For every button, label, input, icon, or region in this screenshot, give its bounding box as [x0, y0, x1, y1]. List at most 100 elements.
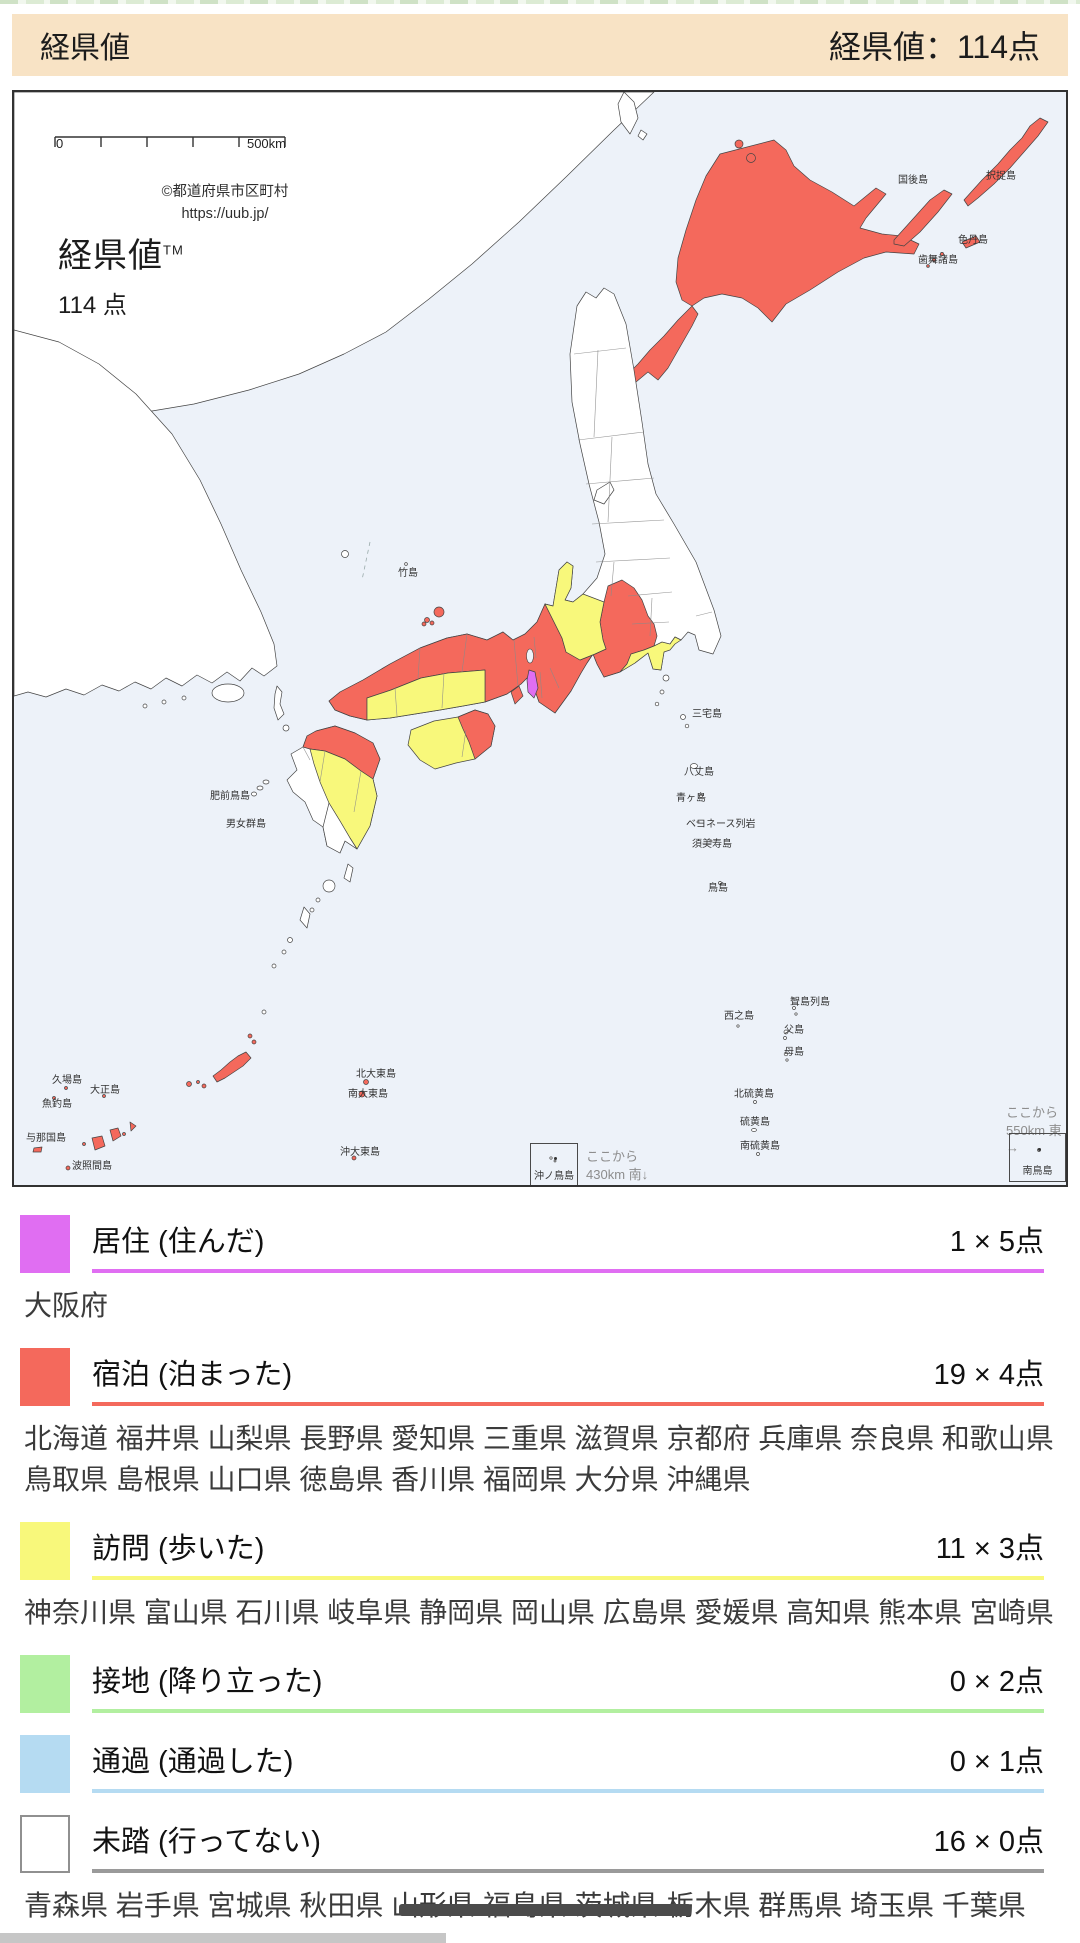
tsushima [273, 685, 285, 721]
legend-row-points: 1 × 5点 [949, 1226, 1044, 1258]
prefecture-list: 北海道 福井県 山梨県 長野県 愛知県 三重県 滋賀県 京都府 兵庫県 奈良県 … [24, 1423, 1054, 1495]
japan-map[interactable]: 0 500km ©都道府県市区町村 https://uub.jp/ 経県値TM … [12, 90, 1068, 1187]
inner-scrollbar-thumb[interactable] [399, 1904, 691, 1916]
legend: 居住 (住んだ) 1 × 5点大阪府宿泊 (泊まった) 19 × 4点北海道 福井県… [14, 1215, 1066, 1926]
hahajima [783, 1051, 789, 1057]
lake-biwa [526, 648, 534, 664]
legend-row-label: 未踏 (行ってない) [92, 1826, 321, 1858]
legend-row-points: 16 × 0点 [933, 1826, 1044, 1858]
legend-row-label: 居住 (住んだ) [92, 1226, 265, 1258]
island-label: 北硫黄島 [734, 1089, 774, 1100]
island-label: 母島 [784, 1047, 804, 1058]
legend-row-underline [92, 1789, 1044, 1793]
total-score: 経県値：114点 [828, 29, 1040, 65]
island-label: 聟島列島 [790, 997, 830, 1008]
sakhalin [617, 92, 639, 135]
legend-color-swatch [20, 1815, 70, 1873]
map-inset-box: 沖ノ鳥島 [530, 1143, 578, 1185]
ulleungdo [341, 550, 349, 558]
app-title: 経県値 [40, 32, 130, 65]
takeshima [404, 562, 408, 566]
legend-row-points: 11 × 3点 [935, 1533, 1044, 1565]
legend-row-points: 0 × 1点 [949, 1746, 1044, 1778]
okidaito [351, 1155, 357, 1161]
inset-island-dot [554, 1156, 557, 1160]
kerama [201, 1083, 207, 1089]
legend-row-underline [92, 1709, 1044, 1713]
shikotan [961, 235, 981, 249]
island-label: 鳥島 [708, 883, 728, 894]
page-hscrollbar-thumb[interactable] [0, 1933, 446, 1943]
taisho [102, 1094, 106, 1098]
awaji-island [510, 685, 524, 705]
kitadaito [363, 1079, 369, 1085]
island-label: 八丈島 [684, 767, 714, 778]
kunashiri [893, 189, 953, 247]
miyako [129, 1121, 137, 1132]
iriomote [91, 1135, 106, 1151]
island-label: ベヨネース列岩 [686, 819, 756, 830]
map-title-block: 経県値TM 114 点 [58, 228, 184, 320]
island-label: 西之島 [724, 1011, 754, 1022]
legend-color-swatch [20, 1522, 70, 1580]
island-label: 歯舞諸島 [918, 255, 958, 266]
legend-row-underline [92, 1402, 1044, 1406]
legend-row-points: 19 × 4点 [933, 1359, 1044, 1391]
legend-row-underline [92, 1269, 1044, 1273]
legend-row-points: 0 × 2点 [949, 1666, 1044, 1698]
uotsuri [52, 1096, 56, 1100]
island-label: 魚釣島 [42, 1099, 72, 1110]
kume [186, 1081, 192, 1087]
amami-oshima [299, 906, 311, 929]
map-title: 経県値 [58, 237, 163, 275]
osaka-region [526, 669, 539, 699]
island-label: 大正島 [90, 1085, 120, 1096]
iki-island [282, 724, 290, 732]
island-label: 沖大東島 [340, 1147, 380, 1158]
legend-row-label: 宿泊 (泊まった) [92, 1359, 293, 1391]
tanegashima [343, 863, 354, 883]
okinawa-main [212, 1051, 252, 1083]
island-label: 硫黄島 [740, 1117, 770, 1128]
inset-island-label: 沖ノ鳥島 [534, 1171, 574, 1182]
scale-end-label: 500km [246, 136, 286, 151]
hateruma [65, 1165, 71, 1171]
page-top-decor [0, 0, 1080, 4]
etorofu [963, 117, 1049, 207]
red-prefectures-honshu [328, 579, 658, 721]
legend-row-underline [92, 1576, 1044, 1580]
legend-color-swatch [20, 1215, 70, 1273]
scale-start-label: 0 [56, 136, 64, 151]
yellow-shizuoka-kanagawa [619, 636, 682, 673]
legend-row-label: 通過 (通過した) [92, 1746, 294, 1778]
prefecture-list: 大阪府 [24, 1290, 109, 1321]
legend-row: 宿泊 (泊まった) 19 × 4点 [14, 1348, 1066, 1406]
island-label: 竹島 [398, 568, 418, 579]
hokkaido-region [627, 139, 920, 383]
red-kagawa-tokushima [457, 709, 496, 760]
japan-map-svg[interactable] [14, 92, 1066, 1185]
map-copyright: ©都道府県市区町村 https://uub.jp/ [161, 184, 289, 222]
chichijima [783, 1029, 789, 1035]
scale-ruler [54, 136, 286, 147]
legend-color-swatch [20, 1348, 70, 1406]
island-label: 与那国島 [26, 1133, 66, 1144]
ishigaki [109, 1127, 122, 1142]
island-label: 波照間島 [72, 1161, 112, 1172]
map-distance-note: ここから 430km 南↓ [586, 1149, 649, 1182]
island-label: 久場島 [52, 1075, 82, 1086]
legend-row-underline [92, 1869, 1044, 1873]
legend-color-swatch [20, 1735, 70, 1793]
yellow-hokuriku-gifu [544, 561, 607, 661]
inset-island-label: 南鳥島 [1022, 1166, 1053, 1177]
legend-row-label: 接地 (降り立った) [92, 1666, 323, 1698]
rebun-island [746, 153, 756, 163]
izu-oshima [662, 674, 670, 682]
island-label: 南硫黄島 [740, 1141, 780, 1152]
hachijojima [690, 763, 698, 769]
korea [14, 329, 278, 698]
legend-color-swatch [20, 1655, 70, 1713]
header-bar: 経県値 経県値：114点 [12, 14, 1068, 76]
legend-row: 通過 (通過した) 0 × 1点 [14, 1735, 1066, 1793]
legend-row: 居住 (住んだ) 1 × 5点 [14, 1215, 1066, 1273]
